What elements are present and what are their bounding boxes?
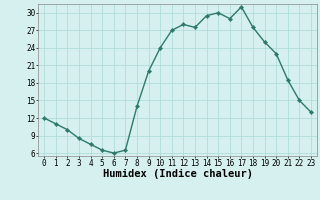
X-axis label: Humidex (Indice chaleur): Humidex (Indice chaleur) [103,169,252,179]
